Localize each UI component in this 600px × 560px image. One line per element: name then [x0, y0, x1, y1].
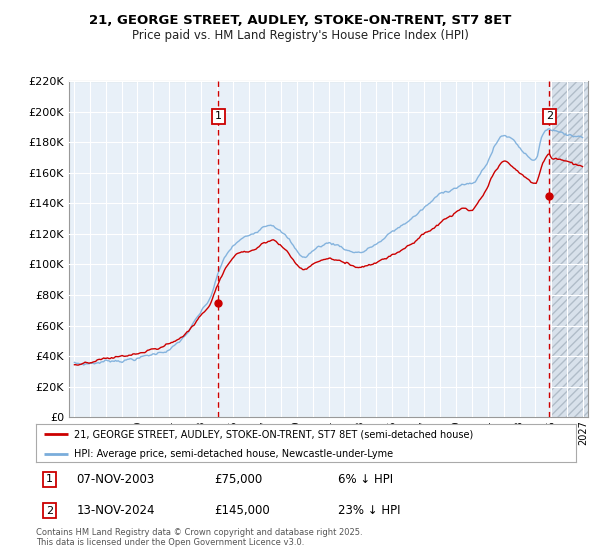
Text: HPI: Average price, semi-detached house, Newcastle-under-Lyme: HPI: Average price, semi-detached house,…	[74, 449, 393, 459]
Text: 2: 2	[46, 506, 53, 516]
Text: 21, GEORGE STREET, AUDLEY, STOKE-ON-TRENT, ST7 8ET (semi-detached house): 21, GEORGE STREET, AUDLEY, STOKE-ON-TREN…	[74, 429, 473, 439]
Text: 2: 2	[546, 111, 553, 122]
Text: 13-NOV-2024: 13-NOV-2024	[77, 504, 155, 517]
Text: 1: 1	[215, 111, 222, 122]
Text: 21, GEORGE STREET, AUDLEY, STOKE-ON-TRENT, ST7 8ET: 21, GEORGE STREET, AUDLEY, STOKE-ON-TREN…	[89, 14, 511, 27]
Bar	[551, 81, 588, 417]
Text: £75,000: £75,000	[214, 473, 262, 486]
Text: 23% ↓ HPI: 23% ↓ HPI	[338, 504, 401, 517]
Text: 07-NOV-2003: 07-NOV-2003	[77, 473, 155, 486]
Text: Contains HM Land Registry data © Crown copyright and database right 2025.
This d: Contains HM Land Registry data © Crown c…	[36, 528, 362, 547]
Bar	[551, 81, 588, 417]
Text: 1: 1	[46, 474, 53, 484]
Text: £145,000: £145,000	[214, 504, 270, 517]
Text: Price paid vs. HM Land Registry's House Price Index (HPI): Price paid vs. HM Land Registry's House …	[131, 29, 469, 42]
Text: 6% ↓ HPI: 6% ↓ HPI	[338, 473, 394, 486]
